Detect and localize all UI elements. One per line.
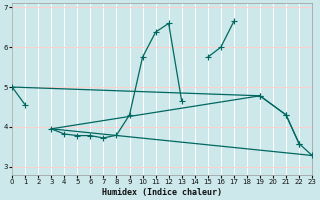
X-axis label: Humidex (Indice chaleur): Humidex (Indice chaleur): [102, 188, 222, 197]
